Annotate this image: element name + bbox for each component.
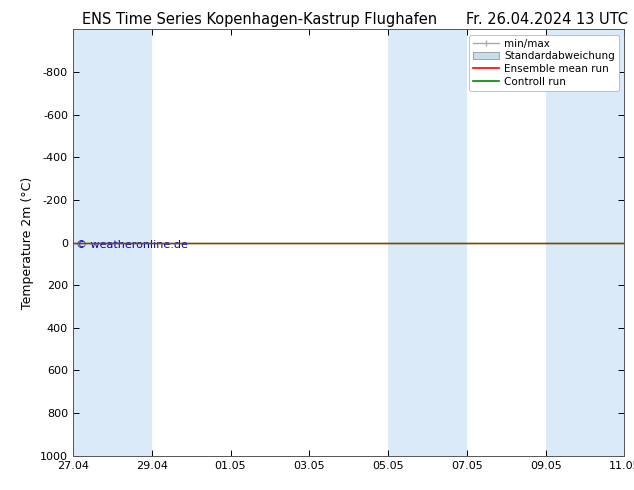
Bar <box>546 29 624 456</box>
Text: ENS Time Series Kopenhagen-Kastrup Flughafen: ENS Time Series Kopenhagen-Kastrup Flugh… <box>82 12 437 27</box>
Text: © weatheronline.de: © weatheronline.de <box>75 241 188 250</box>
Bar <box>73 29 152 456</box>
Legend: min/max, Standardabweichung, Ensemble mean run, Controll run: min/max, Standardabweichung, Ensemble me… <box>469 35 619 91</box>
Y-axis label: Temperature 2m (°C): Temperature 2m (°C) <box>22 176 34 309</box>
Bar <box>388 29 467 456</box>
Text: Fr. 26.04.2024 13 UTC: Fr. 26.04.2024 13 UTC <box>465 12 628 27</box>
